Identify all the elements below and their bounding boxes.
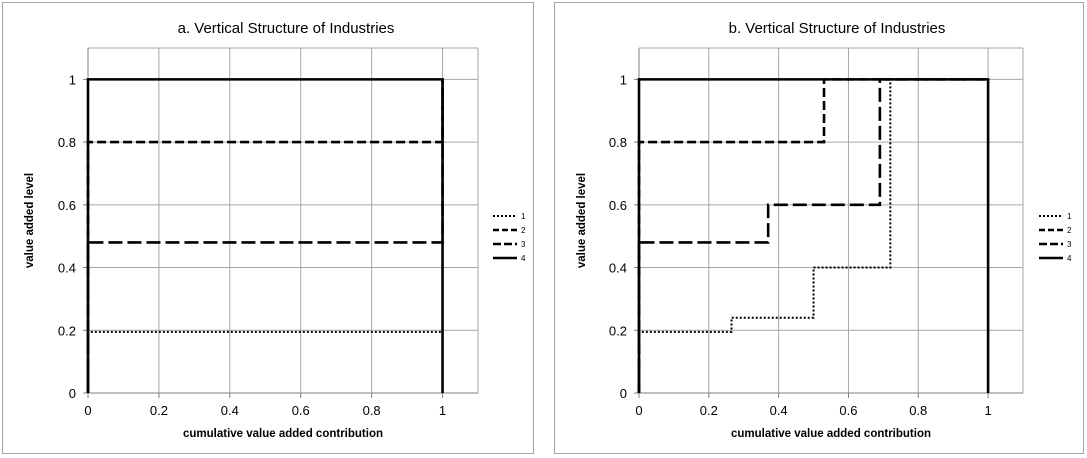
chart-a-y-tick-label: 1 [69,72,76,87]
chart-b-x-tick-label: 0.4 [770,403,788,418]
chart-b-title: b. Vertical Structure of Industries [729,20,946,37]
chart-b-y-tick-label: 0 [620,386,627,401]
chart-a-y-tick-label: 0.6 [58,198,76,213]
chart-b-legend-label-2: 2 [1067,226,1072,235]
chart-a-y-tick-label: 0 [69,386,76,401]
chart-a-y-axis-label: value added level [24,173,36,268]
chart-b-x-tick-label: 0.6 [839,403,857,418]
chart-a-y-tick-label: 0.8 [58,135,76,150]
chart-b-svg: b. Vertical Structure of Industries 0 0.2 0… [576,20,1072,440]
chart-b-y-tick-label: 0.6 [609,198,627,213]
chart-a-legend-label-1: 1 [521,212,526,221]
chart-a-legend-label-2: 2 [521,226,526,235]
chart-b-series-1-line [638,79,892,393]
chart-b-y-tick-label: 0.4 [609,261,627,276]
chart-a-x-tick-label: 0.6 [292,403,310,418]
chart-a-y-tick-label: 0.4 [58,261,76,276]
chart-a-title: a. Vertical Structure of Industries [178,20,395,37]
chart-b-y-tick-label: 0.2 [609,323,627,338]
chart-a-x-tick-label: 0.4 [221,403,239,418]
chart-b-x-tick-label: 1 [984,403,991,418]
chart-a-x-axis-label: cumulative value added contribution [183,428,383,440]
chart-b-y-axis-label: value added level [576,173,588,268]
chart-a-legend-label-3: 3 [521,240,526,249]
chart-a-svg: a. Vertical Structure of Industries 0 0.2 0… [24,20,526,440]
chart-a-series-2-line [86,79,444,393]
chart-b-x-tick-label: 0 [635,403,642,418]
chart-b-x-tick-label: 0.8 [909,403,927,418]
chart-a-legend-label-4: 4 [521,254,526,263]
chart-b-legend-label-3: 3 [1067,240,1072,249]
chart-b-series-4-line [637,78,990,393]
chart-a-series-4-line [86,78,444,393]
chart-b-legend-label-4: 4 [1067,254,1072,263]
chart-a-x-tick-label: 0.2 [150,403,168,418]
chart-b-y-tick-label: 0.8 [609,135,627,150]
chart-a-x-tick-label: 0.8 [363,403,381,418]
chart-panel-a: a. Vertical Structure of Industries 0 0.2 0… [2,2,534,454]
chart-a-x-tick-label: 1 [439,403,446,418]
chart-a-series-3-line [86,79,444,393]
chart-b-x-axis-label: cumulative value added contribution [731,428,931,440]
chart-a-x-tick-label: 0 [84,403,91,418]
chart-b-x-tick-label: 0.2 [700,403,718,418]
chart-a-y-tick-label: 0.2 [58,323,76,338]
chart-b-legend-label-1: 1 [1067,212,1072,221]
chart-b-y-tick-label: 1 [620,72,627,87]
chart-panel-b: b. Vertical Structure of Industries 0 0.2 0… [554,2,1084,454]
chart-b-series-2-line [637,78,989,393]
chart-b-series-3-line [637,78,989,393]
chart-a-series-1-line [87,79,444,393]
